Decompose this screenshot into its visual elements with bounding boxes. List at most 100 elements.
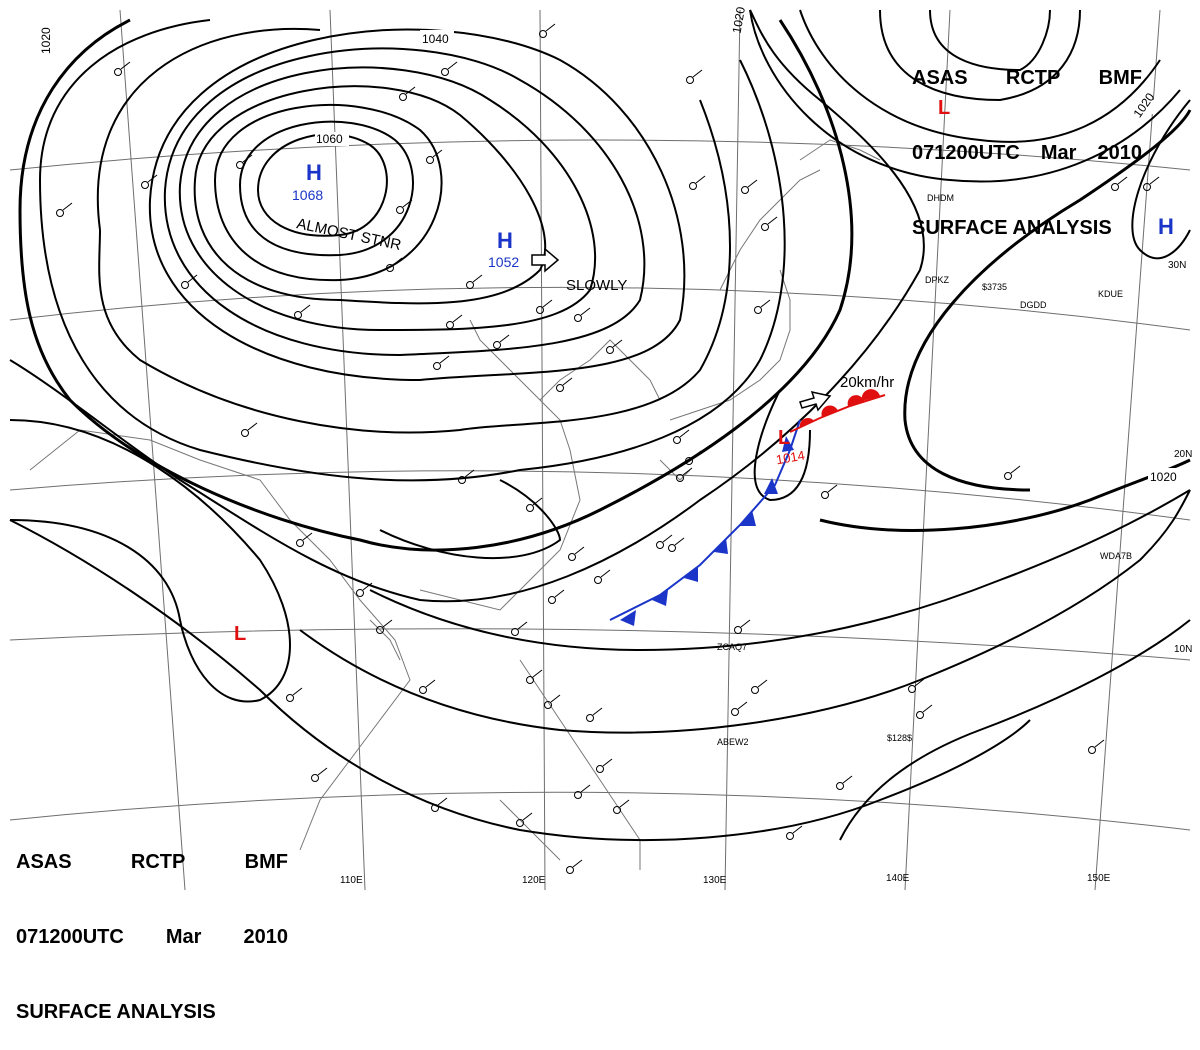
wind-barb-icon xyxy=(562,377,573,386)
pressure-value: 1052 xyxy=(488,254,519,270)
wind-barb-icon xyxy=(499,334,510,343)
month: Mar xyxy=(165,926,202,948)
wind-barb-icon xyxy=(432,149,443,158)
station-marker-icon xyxy=(356,589,364,597)
chart-title-top: ASAS RCTP BMF 071200UTC Mar 2010 SURFACE… xyxy=(912,16,1142,266)
wind-barb-icon xyxy=(662,534,673,543)
station-marker-icon xyxy=(596,765,604,773)
station-marker-icon xyxy=(685,457,693,465)
wind-barb-icon xyxy=(679,429,690,438)
station-marker-icon xyxy=(1111,183,1119,191)
station-code: DPKZ xyxy=(925,275,950,285)
isobar-label: 1020 xyxy=(1150,470,1177,484)
wind-barb-icon xyxy=(382,619,393,628)
graticule xyxy=(9,9,1191,891)
agency-row: ASAS RCTP BMF xyxy=(912,66,1142,91)
movement-arrow-icon xyxy=(799,390,832,412)
longitude-label: 130E xyxy=(703,875,727,886)
wind-barb-icon xyxy=(695,175,706,184)
station-marker-icon xyxy=(396,206,404,214)
latitude-label: 30N xyxy=(1168,260,1186,271)
agency-code: BMF xyxy=(1098,67,1142,89)
wind-barb-icon xyxy=(147,174,158,183)
station-codes: DPKZ $3735 DGDD KDUE ZCAQ7 ABEW2 $128$ W… xyxy=(717,193,1132,747)
wind-barb-icon xyxy=(767,216,778,225)
wind-barb-icon xyxy=(674,537,685,546)
station-marker-icon xyxy=(1004,472,1012,480)
wind-barb-icon xyxy=(572,859,583,868)
station-marker-icon xyxy=(754,306,762,314)
station-marker-icon xyxy=(689,182,697,190)
station-code: KDUE xyxy=(1098,289,1123,299)
station-marker-icon xyxy=(446,321,454,329)
latitude-label: 20N xyxy=(1174,449,1192,460)
pressure-value: 1014 xyxy=(775,448,806,468)
movement-note: ALMOST STNR xyxy=(295,215,403,254)
low-symbol: L xyxy=(234,623,246,645)
station-code: DHDM xyxy=(927,193,954,203)
wind-barb-icon xyxy=(747,179,758,188)
product-name: SURFACE ANALYSIS xyxy=(912,217,1112,239)
station-marker-icon xyxy=(536,306,544,314)
agency-code: ASAS xyxy=(912,67,968,89)
wind-barb-icon xyxy=(1094,739,1105,748)
wind-barb-icon xyxy=(300,304,311,313)
high-pressure-center: H 1052 SLOWLY xyxy=(488,228,627,294)
wind-barb-icon xyxy=(405,86,416,95)
datetime-row: 071200UTC Mar 2010 xyxy=(16,925,288,950)
station-marker-icon xyxy=(786,832,794,840)
wind-barb-icon xyxy=(827,484,838,493)
wind-barb-icon xyxy=(691,450,702,459)
station-marker-icon xyxy=(466,281,474,289)
latitude-labels: 30N 20N 10N xyxy=(1168,260,1192,655)
wind-barb-icon xyxy=(247,422,258,431)
high-symbol: H xyxy=(306,160,322,185)
isobar-label: 1020 xyxy=(39,27,53,54)
station-marker-icon xyxy=(1088,746,1096,754)
wind-barb-icon xyxy=(612,339,623,348)
station-marker-icon xyxy=(656,541,664,549)
wind-barb-icon xyxy=(592,707,603,716)
wind-barb-icon xyxy=(439,355,450,364)
station-marker-icon xyxy=(286,694,294,702)
station-marker-icon xyxy=(741,186,749,194)
wind-barb-icon xyxy=(447,61,458,70)
surface-analysis-map: 1020 1020 1020 1020 1040 1060 xyxy=(9,5,1192,891)
agency-code: RCTP xyxy=(1005,67,1061,89)
station-marker-icon xyxy=(1143,183,1151,191)
station-marker-icon xyxy=(296,539,304,547)
station-marker-icon xyxy=(574,314,582,322)
station-marker-icon xyxy=(606,346,614,354)
station-marker-icon xyxy=(731,708,739,716)
station-marker-icon xyxy=(441,68,449,76)
wind-barb-icon xyxy=(425,679,436,688)
station-marker-icon xyxy=(548,596,556,604)
station-marker-icon xyxy=(594,576,602,584)
low-symbol: L xyxy=(778,427,790,449)
wind-barb-icon xyxy=(292,687,303,696)
movement-arrow-icon xyxy=(531,247,560,273)
station-marker-icon xyxy=(458,476,466,484)
wind-barb-icon xyxy=(542,299,553,308)
wind-barb-icon xyxy=(550,694,561,703)
wind-barb-icon xyxy=(757,679,768,688)
wind-barb-icon xyxy=(522,812,533,821)
wind-barb-icon xyxy=(517,621,528,630)
chart-title-bottom: ASAS RCTP BMF 071200UTC Mar 2010 SURFACE… xyxy=(16,800,288,1050)
station-plots xyxy=(56,23,1160,874)
station-marker-icon xyxy=(426,156,434,164)
wind-barb-icon xyxy=(922,704,933,713)
station-marker-icon xyxy=(526,504,534,512)
wind-barb-icon xyxy=(740,619,751,628)
movement-note: 20km/hr xyxy=(840,374,894,391)
station-code: ZCAQ7 xyxy=(717,642,747,652)
station-marker-icon xyxy=(566,866,574,874)
wind-barb-icon xyxy=(682,467,693,476)
station-marker-icon xyxy=(668,544,676,552)
station-code: $3735 xyxy=(982,282,1007,292)
wind-barb-icon xyxy=(692,69,703,78)
high-pressure-center: H xyxy=(1158,214,1174,239)
high-symbol: H xyxy=(497,228,513,253)
high-symbol: H xyxy=(1158,214,1174,239)
low-symbol: L xyxy=(938,97,950,119)
